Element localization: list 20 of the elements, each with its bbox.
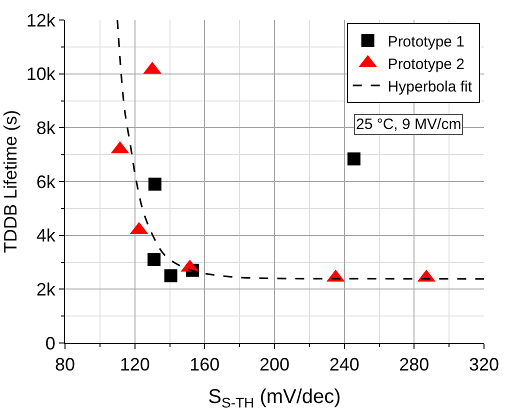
legend-label: Hyperbola fit [388,78,473,96]
y-tick-label: 0 [45,333,56,354]
y-tick-label: 2k [36,279,56,300]
y-axis-title: TDDB Lifetime (s) [0,110,21,254]
x-tick-label: 80 [54,354,76,375]
annotation: 25 °C, 9 MV/cm [356,116,462,133]
x-tick-label: 120 [120,354,150,375]
y-tick-label: 8k [36,118,56,138]
x-axis-title: S$_{S-TH}$ (mV/dec) [208,386,341,410]
y-tick-label: 6k [36,172,56,192]
y-tick-label: 10k [26,64,56,84]
y-tick-label: 12k [26,10,56,30]
y-tick-label: 4k [36,226,56,246]
x-tick-label: 320 [468,354,500,375]
x-tick-label: 280 [399,354,430,375]
legend-label: Prototype 2 [388,56,465,73]
x-tick-label: 240 [329,354,360,375]
legend-label: Prototype 1 [388,33,465,50]
x-tick-label: 160 [190,354,220,375]
x-tick-label: 200 [259,354,290,375]
